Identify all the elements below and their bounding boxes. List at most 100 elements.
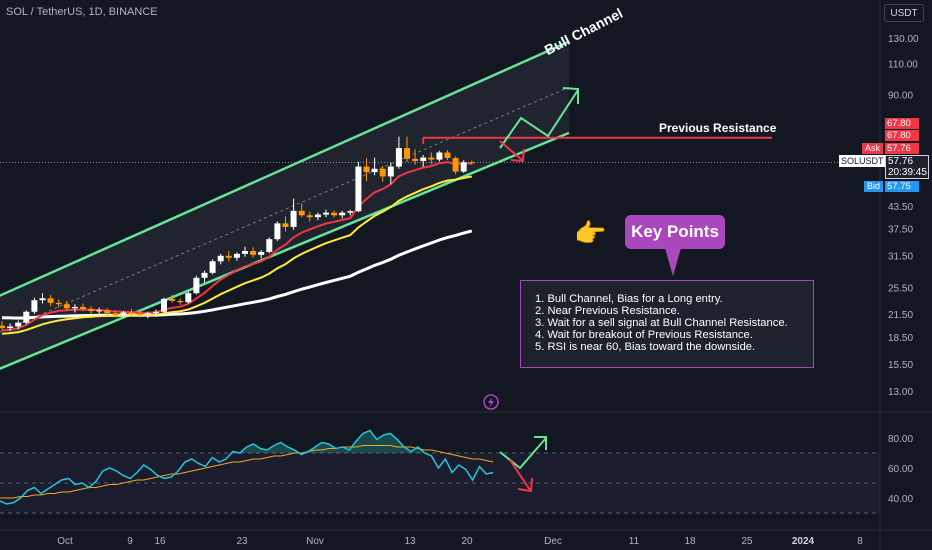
bull-channel-midline: [0, 86, 570, 333]
candle-body: [298, 210, 305, 216]
candle: [428, 152, 435, 165]
candle: [225, 250, 232, 262]
symbol-label: SOLUSDT: [839, 155, 886, 167]
candle-body: [242, 250, 248, 254]
rsi-bullish-path: [499, 437, 547, 470]
candle-body: [460, 162, 467, 172]
candle: [15, 320, 22, 330]
time-tick-label: 8: [857, 536, 863, 547]
ask-price-tag: 57.76: [885, 143, 919, 154]
candle: [250, 247, 257, 258]
rsi-bearish-arrowhead: [517, 477, 533, 493]
candle-body: [7, 326, 14, 329]
candle-body: [355, 166, 362, 212]
chart-title: SOL / TetherUS, 1D, BINANCE: [6, 6, 158, 18]
candle-body: [23, 311, 30, 323]
time-tick-label: Oct: [57, 536, 73, 547]
candle-body: [112, 313, 119, 316]
pointing-hand-icon: 👉: [574, 218, 607, 248]
candle: [23, 310, 30, 325]
time-tick-label: 13: [404, 536, 416, 547]
key-points-title: Key Points: [625, 215, 725, 249]
callout-pointer: [665, 248, 681, 276]
previous-resistance-label: Previous Resistance: [659, 121, 777, 135]
time-tick-label: Dec: [544, 536, 562, 547]
candle-body: [225, 255, 232, 258]
candle-body: [55, 302, 62, 305]
candle-body: [233, 253, 240, 258]
candle-body: [347, 211, 354, 213]
candle-body: [274, 223, 281, 240]
candle-body: [144, 313, 151, 315]
bull-channel-lower-line: [0, 131, 570, 370]
rsi-tick-label: 40.00: [888, 494, 913, 505]
candle: [412, 149, 419, 165]
candle-body: [201, 272, 208, 278]
ema-red-line: [1, 161, 472, 332]
currency-selector[interactable]: USDT: [884, 4, 924, 22]
bull-channel-upper-line: [0, 40, 570, 297]
candle-body: [80, 306, 86, 309]
candle-body: [136, 313, 143, 315]
candle: [177, 298, 184, 305]
bid-price-tag: 57.75: [885, 181, 919, 192]
candle: [63, 300, 70, 311]
candle: [88, 306, 95, 314]
candle-body: [209, 261, 216, 273]
candle: [96, 307, 103, 316]
last-price-box: 57.76 20:39:45: [885, 155, 929, 179]
bullish-arrowhead: [562, 87, 579, 104]
candle: [339, 210, 346, 219]
candle: [363, 158, 370, 182]
candle: [347, 209, 354, 216]
candle: [80, 303, 86, 312]
candle: [161, 297, 167, 314]
candle-body: [88, 308, 95, 312]
candle-body: [266, 239, 273, 252]
last-price: 57.76: [888, 156, 914, 167]
candle-body: [412, 158, 419, 161]
candle-body: [31, 300, 38, 312]
candle: [31, 297, 38, 314]
candle: [468, 160, 475, 165]
candle: [436, 150, 443, 162]
key-point-item: 5. RSI is near 60, Bias toward the downs…: [535, 341, 756, 353]
candle-body: [468, 162, 475, 164]
candle-body: [444, 152, 451, 159]
price-tick-label: 90.00: [888, 90, 913, 101]
candle: [460, 160, 467, 173]
candle-body: [128, 312, 135, 314]
candle: [39, 293, 46, 304]
time-tick-label: 9: [127, 536, 133, 547]
candle-body: [436, 152, 443, 160]
ema-yellow-line: [1, 175, 472, 335]
candle: [314, 212, 321, 221]
rsi-bullish-arrowhead: [534, 436, 547, 450]
time-tick-label: 20: [461, 536, 473, 547]
candle: [217, 253, 224, 265]
ask-label: Ask: [862, 143, 884, 154]
candle-body: [420, 157, 427, 161]
candle: [169, 295, 176, 303]
candle-body: [306, 215, 313, 218]
candle-body: [250, 250, 257, 255]
candle-body: [452, 158, 459, 172]
candle-body: [395, 148, 402, 167]
candle: [71, 304, 78, 313]
rsi-bullish-arrow: [499, 436, 547, 470]
candle-body: [258, 251, 265, 255]
price-tick-label: 15.50: [888, 360, 913, 371]
bearish-projection-arrow: [499, 140, 525, 163]
time-tick-label: 23: [236, 536, 248, 547]
candle: [420, 155, 427, 167]
price-tick-label: 18.50: [888, 333, 913, 344]
candle: [47, 295, 54, 307]
candle: [209, 259, 216, 275]
candle-body: [331, 212, 338, 216]
candle-body: [120, 312, 127, 316]
price-tick-label: 110.00: [888, 60, 918, 71]
candle: [323, 209, 329, 218]
candle-body: [217, 255, 224, 262]
